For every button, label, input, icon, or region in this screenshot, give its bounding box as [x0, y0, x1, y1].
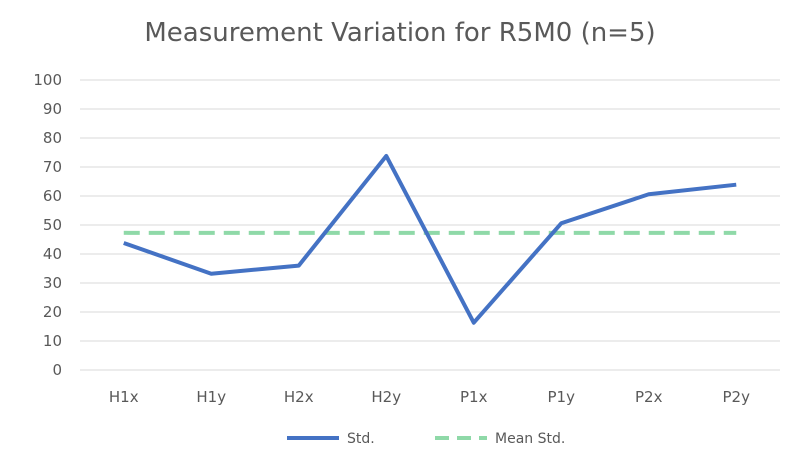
legend: Std. Mean Std. — [287, 431, 565, 447]
y-tick-label: 20 — [43, 303, 62, 321]
legend-label: Mean Std. — [495, 431, 565, 447]
y-tick-label: 50 — [43, 216, 62, 234]
legend-label: Std. — [347, 431, 375, 447]
y-tick-label: 40 — [43, 245, 62, 263]
x-axis-ticks: H1x H1y H2x H2y P1x P1y P2x P2y — [109, 388, 750, 406]
x-tick-label: P1y — [548, 388, 576, 406]
y-tick-label: 60 — [43, 187, 62, 205]
gridlines — [80, 79, 780, 371]
y-tick-label: 10 — [43, 332, 62, 350]
x-tick-label: P2y — [723, 388, 751, 406]
y-axis-ticks: 0 10 20 30 40 50 60 70 80 90 100 — [33, 71, 62, 379]
chart-title: Measurement Variation for R5M0 (n=5) — [144, 18, 656, 48]
x-tick-label: H2y — [371, 388, 401, 406]
y-tick-label: 100 — [33, 71, 62, 89]
series-lines — [123, 153, 737, 325]
y-tick-label: 80 — [43, 129, 62, 147]
y-tick-label: 30 — [43, 274, 62, 292]
x-tick-label: H1x — [109, 388, 139, 406]
y-tick-label: 70 — [43, 158, 62, 176]
x-tick-label: H2x — [284, 388, 314, 406]
series-line-std — [123, 153, 737, 325]
y-tick-label: 90 — [43, 100, 62, 118]
x-tick-label: P2x — [635, 388, 663, 406]
x-tick-label: H1y — [196, 388, 226, 406]
y-tick-label: 0 — [52, 361, 62, 379]
x-tick-label: P1x — [460, 388, 488, 406]
